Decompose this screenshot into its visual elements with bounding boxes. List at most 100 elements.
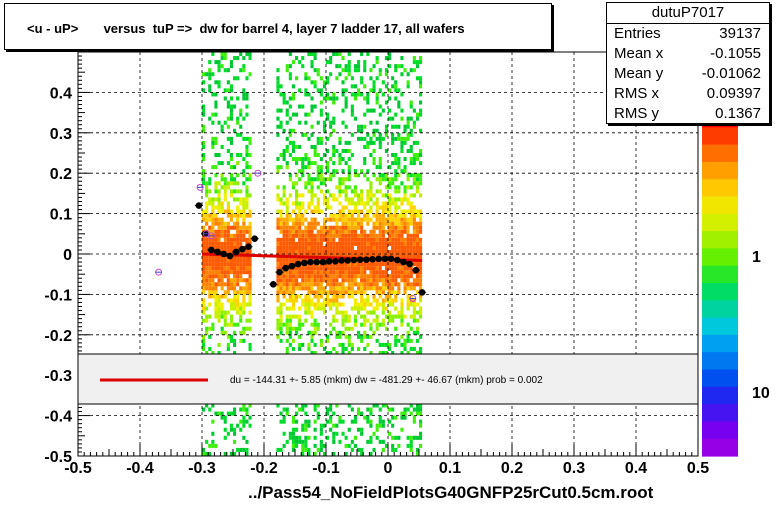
heatmap-cell xyxy=(214,104,218,109)
heatmap-cell xyxy=(236,225,240,230)
heatmap-cell xyxy=(338,245,342,250)
heatmap-cell xyxy=(384,128,388,133)
heatmap-cell xyxy=(276,88,280,93)
heatmap-cell xyxy=(208,189,212,194)
heatmap-cell xyxy=(375,245,379,250)
heatmap-cell xyxy=(329,290,333,295)
heatmap-cell xyxy=(329,270,333,275)
heatmap-cell xyxy=(400,136,404,141)
heatmap-cell xyxy=(217,217,221,222)
heatmap-cell xyxy=(298,322,302,327)
heatmap-cell xyxy=(369,233,373,238)
heatmap-cell xyxy=(332,290,336,295)
heatmap-cell xyxy=(378,342,382,347)
heatmap-cell xyxy=(375,205,379,210)
heatmap-cell xyxy=(397,262,401,267)
heatmap-cell xyxy=(304,411,308,416)
heatmap-cell xyxy=(205,350,209,355)
heatmap-cell xyxy=(338,290,342,295)
heatmap-cell xyxy=(248,193,252,198)
heatmap-cell xyxy=(419,245,423,250)
heatmap-cell xyxy=(366,274,370,279)
heatmap-cell xyxy=(229,245,233,250)
heatmap-cell xyxy=(279,197,283,202)
heatmap-cell xyxy=(223,322,227,327)
heatmap-cell xyxy=(394,290,398,295)
heatmap-cell xyxy=(288,213,292,218)
heatmap-cell xyxy=(394,205,398,210)
stats-label: RMS x xyxy=(614,85,659,102)
heatmap-cell xyxy=(344,270,348,275)
heatmap-cell xyxy=(381,302,385,307)
heatmap-cell xyxy=(313,282,317,287)
heatmap-cell xyxy=(313,443,317,448)
heatmap-cell xyxy=(344,177,348,182)
heatmap-cell xyxy=(217,258,221,263)
heatmap-cell xyxy=(307,435,311,440)
heatmap-cell xyxy=(304,72,308,77)
heatmap-cell xyxy=(353,278,357,283)
heatmap-cell xyxy=(388,116,392,121)
heatmap-cell xyxy=(279,310,283,315)
heatmap-cell xyxy=(282,229,286,234)
heatmap-cell xyxy=(242,201,246,206)
heatmap-cell xyxy=(307,221,311,226)
heatmap-cell xyxy=(391,314,395,319)
heatmap-cell xyxy=(313,205,317,210)
heatmap-cell xyxy=(301,342,305,347)
heatmap-cell xyxy=(366,415,370,420)
heatmap-cell xyxy=(226,148,230,153)
heatmap-cell xyxy=(366,213,370,218)
heatmap-cell xyxy=(217,306,221,311)
heatmap-cell xyxy=(202,80,206,85)
heatmap-cell xyxy=(279,92,283,97)
heatmap-cell xyxy=(388,342,392,347)
heatmap-cell xyxy=(223,189,227,194)
heatmap-cell xyxy=(403,136,407,141)
heatmap-cell xyxy=(381,318,385,323)
heatmap-cell xyxy=(344,197,348,202)
heatmap-cell xyxy=(329,173,333,178)
heatmap-cell xyxy=(357,193,361,198)
heatmap-cell xyxy=(313,294,317,299)
heatmap-cell xyxy=(248,153,252,158)
heatmap-cell xyxy=(276,294,280,299)
heatmap-cell xyxy=(335,241,339,246)
heatmap-cell xyxy=(388,181,392,186)
heatmap-cell xyxy=(353,169,357,174)
heatmap-cell xyxy=(276,249,280,254)
heatmap-cell xyxy=(412,302,416,307)
heatmap-cell xyxy=(419,213,423,218)
heatmap-cell xyxy=(360,233,364,238)
profile-point xyxy=(375,255,383,263)
heatmap-cell xyxy=(406,209,410,214)
heatmap-cell xyxy=(208,346,212,351)
heatmap-cell xyxy=(397,286,401,291)
heatmap-cell xyxy=(288,96,292,101)
heatmap-cell xyxy=(295,443,299,448)
heatmap-cell xyxy=(282,270,286,275)
heatmap-cell xyxy=(276,258,280,263)
heatmap-cell xyxy=(388,286,392,291)
heatmap-cell xyxy=(403,185,407,190)
heatmap-cell xyxy=(205,72,209,77)
heatmap-cell xyxy=(391,249,395,254)
heatmap-cell xyxy=(403,282,407,287)
heatmap-cell xyxy=(226,245,230,250)
heatmap-cell xyxy=(304,439,308,444)
heatmap-cell xyxy=(341,68,345,73)
heatmap-cell xyxy=(223,435,227,440)
heatmap-cell xyxy=(375,100,379,105)
heatmap-cell xyxy=(326,302,330,307)
heatmap-cell xyxy=(360,136,364,141)
heatmap-cell xyxy=(229,266,233,271)
heatmap-cell xyxy=(400,254,404,259)
heatmap-cell xyxy=(412,245,416,250)
heatmap-cell xyxy=(220,205,224,210)
heatmap-cell xyxy=(236,322,240,327)
heatmap-cell xyxy=(394,266,398,271)
heatmap-cell xyxy=(397,100,401,105)
heatmap-cell xyxy=(236,294,240,299)
heatmap-cell xyxy=(347,338,351,343)
heatmap-cell xyxy=(332,120,336,125)
